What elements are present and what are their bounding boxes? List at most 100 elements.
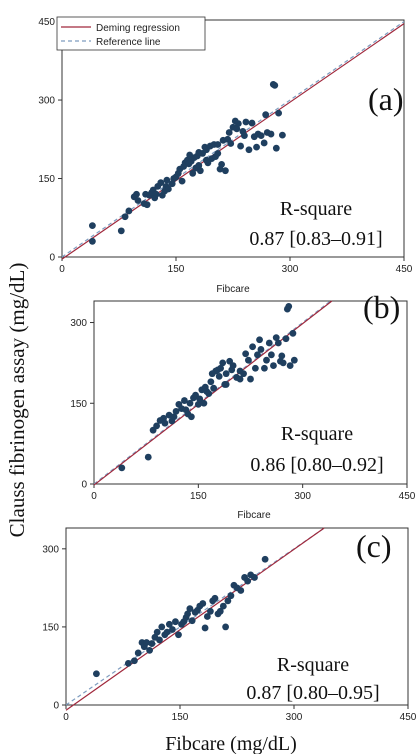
panel-c-ytick-label: 0 (53, 701, 59, 712)
panel-b-data-point (205, 390, 213, 397)
panel-b-data-point (215, 372, 223, 380)
panel-b-data-point (118, 464, 126, 472)
panel-b-xtick-label: 450 (399, 491, 416, 502)
panel-b-data-point (251, 364, 259, 372)
panel-a-ytick-label: 0 (49, 253, 55, 264)
panel-b-rsquare-label: R-square (281, 423, 353, 445)
panel-c-data-point (261, 555, 269, 563)
panel-b-ytick-label: 0 (81, 480, 87, 491)
panel-b-data-point (249, 343, 256, 351)
panel-c-data-point (216, 607, 224, 615)
panel-c-data-point (251, 574, 258, 581)
panel-b-data-point (282, 335, 290, 343)
panel-b-frame (93, 300, 408, 485)
panel-c-reference-line (65, 527, 325, 706)
panel-a-data-point (248, 119, 256, 127)
panel-c-data-point (207, 607, 214, 615)
panel-b-data-point (254, 351, 261, 359)
panel-a-reference-line (61, 21, 405, 258)
panel-a-rsquare-label: R-square (280, 198, 352, 220)
panel-b-data-point (272, 334, 280, 341)
panel-b-data-point (229, 362, 237, 369)
panel-c-ytick-label: 150 (42, 622, 59, 633)
panel-c-rsquare-label: R-square (277, 654, 349, 676)
panel-b-ytick-label: 150 (70, 399, 87, 410)
panel-b-data-point (207, 378, 215, 386)
legend-reference-label: Reference line (96, 37, 161, 48)
panel-b-data-point (153, 422, 161, 430)
panel-c-data-point (143, 639, 150, 646)
panel-c-ytick-label: 300 (42, 544, 59, 555)
panel-b-data-point (286, 362, 294, 369)
panel-b-data-point (290, 356, 298, 364)
panel-a-data-point (279, 131, 286, 139)
panel-c-data-point (224, 597, 232, 605)
panel-c-data-point (148, 640, 156, 647)
panel-c-data-point (227, 592, 235, 600)
panel-b-data-point (240, 370, 247, 378)
panel-c-data-point (156, 636, 163, 644)
panel-a-data-point (178, 177, 186, 185)
panel-a-frame (61, 19, 405, 258)
panel-b-data-point (144, 453, 152, 461)
panel-b-data-point (196, 395, 204, 403)
panel-c-data-point (203, 613, 211, 620)
panel-b-label: (b) (363, 289, 400, 325)
panel-b-data-point (270, 362, 277, 369)
panel-b-data-point (245, 356, 252, 364)
panel-b-data-point (242, 350, 250, 358)
panel-b-rsquare-value: 0.86 [0.80–0.92] (250, 454, 383, 476)
panel-b-ticks: 0 150 300 450 0 150 300 (70, 318, 415, 502)
panel-a-xlabel: Fibcare (216, 284, 250, 295)
panel-b-ytick-label: 300 (70, 318, 87, 329)
panel-b-data-point (194, 400, 202, 408)
panel-c-label: (c) (356, 528, 392, 564)
panel-b-data-point (256, 336, 263, 344)
panel-c-frame (65, 527, 409, 706)
panel-b-data-point (247, 375, 254, 383)
panel-c-data-point (158, 623, 166, 631)
panel-a-data-point (168, 180, 176, 188)
panel-b-xlabel: Fibcare (237, 510, 271, 521)
panel-c-data-point (169, 626, 176, 633)
legend-deming-label: Deming regression (96, 23, 180, 34)
panel-a-data-point (203, 156, 210, 164)
panel-b-reference-line (93, 300, 331, 485)
panel-c-xtick-label: 300 (286, 712, 303, 723)
panel-a-data-point (257, 132, 265, 140)
panel-a-data-point (165, 185, 172, 193)
panel-c-data-point (188, 617, 196, 625)
panel-b-data-point (289, 329, 297, 337)
panel-a-data-point (143, 201, 151, 209)
panel-b-data-point (274, 339, 282, 347)
panel-c-data-point (163, 628, 171, 636)
panel-b: 0 150 300 450 0 150 300 (b) R-square 0.86 [0.8… (70, 289, 415, 521)
legend: Deming regression Reference line (56, 16, 206, 51)
panel-a-data-point (134, 197, 142, 204)
panel-a-data-point (195, 148, 203, 156)
panel-b-data-point (200, 399, 208, 407)
figure-xlabel: Fibcare (mg/dL) (165, 733, 297, 754)
panel-a-points (89, 80, 286, 245)
panel-c-data-point (237, 587, 245, 594)
panel-a-xtick-label: 0 (59, 264, 65, 275)
panel-c-data-point (175, 631, 182, 639)
panel-a: 0 150 300 450 0 150 300 450 (a) R-square 0.87 [… (38, 16, 413, 295)
panel-b-data-point (257, 346, 265, 353)
panel-b-data-point (217, 364, 224, 372)
panel-a-data-point (125, 207, 133, 215)
panel-a-xtick-label: 450 (396, 264, 413, 275)
panel-a-data-point (245, 146, 253, 154)
panel-a-data-point (186, 151, 194, 159)
panel-b-data-point (181, 397, 188, 404)
panel-a-data-point (267, 130, 275, 138)
panel-b-data-point (210, 384, 218, 392)
panel-c-data-point (201, 624, 209, 632)
panel-a-data-point (117, 227, 125, 235)
panel-c-data-point (124, 659, 132, 667)
panel-b-xtick-label: 300 (294, 491, 311, 502)
panel-a-data-point (275, 109, 282, 117)
panel-b-data-point (219, 359, 227, 367)
panel-b-data-point (170, 413, 178, 421)
panel-a-label: (a) (368, 81, 404, 117)
